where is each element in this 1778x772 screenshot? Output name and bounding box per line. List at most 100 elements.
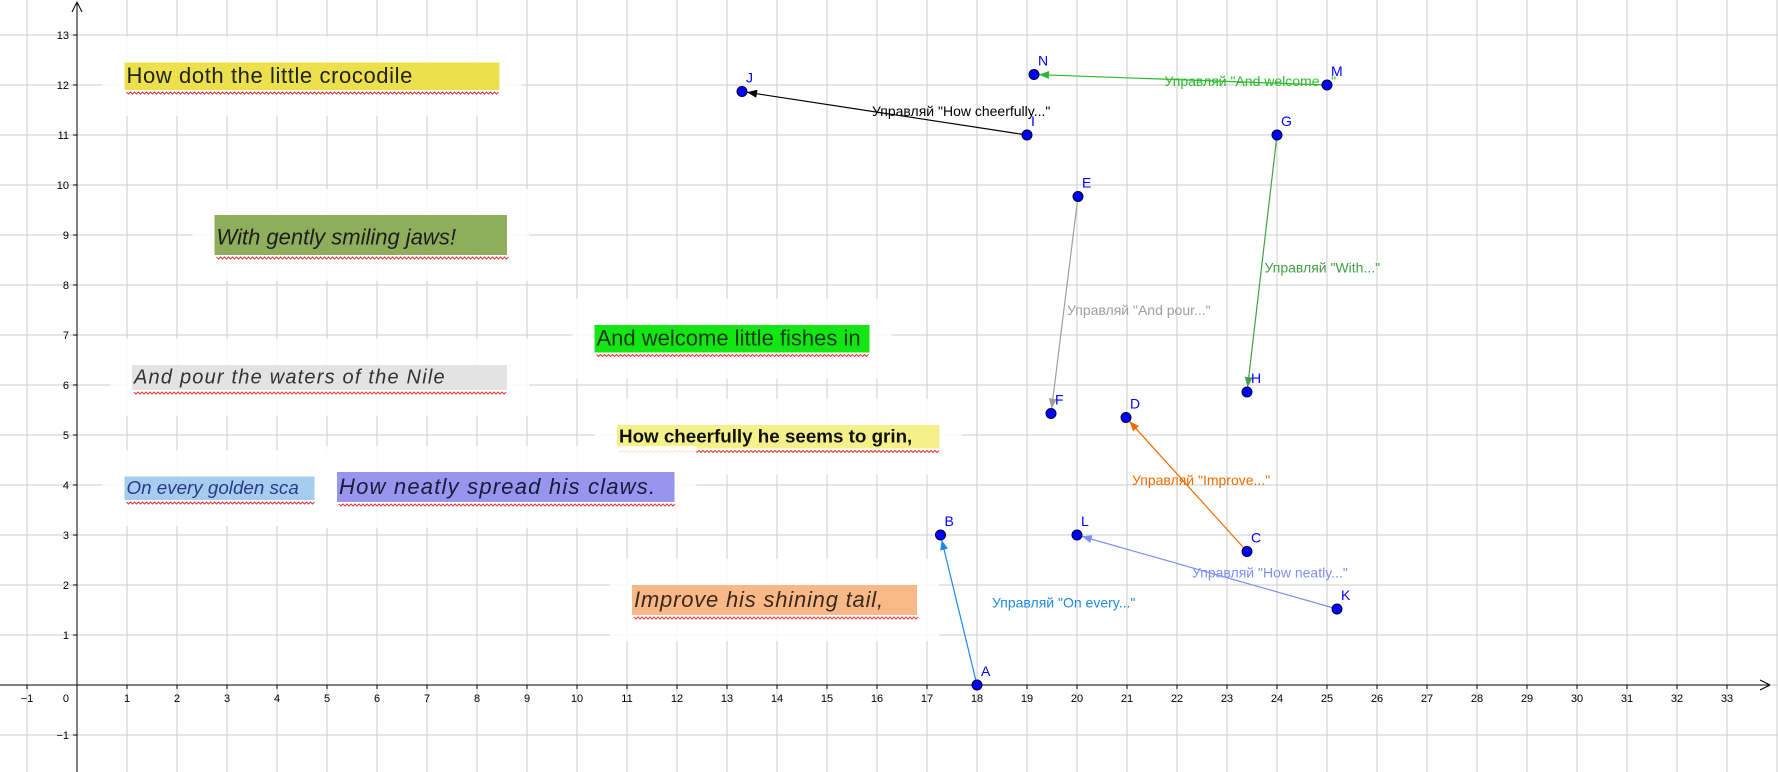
vector-arrowhead [1038, 71, 1050, 80]
y-tick-label: 4 [63, 480, 69, 492]
x-tick-label: 33 [1721, 693, 1733, 705]
x-tick-label: 18 [971, 693, 983, 705]
points-layer: A B C D E F G H I J K L M N [736, 53, 1351, 691]
point-marker[interactable] [1241, 546, 1253, 557]
x-tick-label: 17 [921, 693, 933, 705]
x-tick-label: −1 [21, 693, 34, 705]
x-tick-label: 13 [721, 693, 733, 705]
x-tick-label: 22 [1171, 693, 1183, 705]
y-tick-label: 6 [63, 380, 69, 392]
point-k[interactable]: K [1331, 587, 1351, 615]
x-tick-label: 16 [871, 693, 883, 705]
x-tick-label: 24 [1271, 693, 1283, 705]
point-f[interactable]: F [1045, 392, 1064, 419]
x-tick-label: 21 [1121, 693, 1133, 705]
vector-label: Управляй "And welcome..." [1165, 73, 1337, 89]
point-a[interactable]: A [971, 663, 991, 691]
y-tick-label: 7 [63, 330, 69, 342]
x-tick-label: 9 [524, 693, 530, 705]
x-tick-label: 31 [1621, 693, 1633, 705]
point-label: I [1031, 113, 1035, 129]
x-tick-label: 2 [174, 693, 180, 705]
point-n[interactable]: N [1028, 53, 1048, 80]
vector-line [1051, 196, 1079, 409]
point-g[interactable]: G [1271, 113, 1292, 141]
text-box-how-doth: How doth the little crocodile [102, 36, 522, 116]
point-i[interactable]: I [1021, 113, 1035, 141]
origin-label: 0 [63, 693, 69, 705]
vector-ij: Управляй "How cheerfully..." [746, 89, 1050, 136]
x-tick-label: 20 [1071, 693, 1083, 705]
point-marker[interactable] [1321, 79, 1333, 91]
text-box-how-cheerfully: How cheerfully he seems to grin, [595, 399, 962, 475]
point-j[interactable]: J [736, 70, 753, 97]
text-box-text: How neatly spread his claws. [339, 474, 656, 499]
vector-line [941, 539, 978, 686]
x-tick-label: 25 [1321, 693, 1333, 705]
point-d[interactable]: D [1120, 396, 1140, 423]
x-axis-arrow [1759, 679, 1771, 691]
y-tick-label: 8 [63, 280, 69, 292]
spellcheck-underline [216, 256, 509, 260]
vector-label: Управляй "Improve..." [1132, 472, 1270, 488]
x-tick-label: 10 [571, 693, 583, 705]
point-c[interactable]: C [1241, 530, 1261, 557]
point-b[interactable]: B [935, 513, 954, 541]
point-l[interactable]: L [1071, 513, 1089, 541]
x-tick-label: 23 [1221, 693, 1233, 705]
vector-label: Управляй "And pour..." [1067, 302, 1211, 318]
x-tick-label: 6 [374, 693, 380, 705]
x-tick-label: 27 [1421, 693, 1433, 705]
vectors-layer: Управляй "On every..." Управляй "Improve.… [746, 71, 1381, 686]
vector-arrowhead [940, 539, 948, 551]
point-marker[interactable] [1271, 129, 1283, 141]
x-tick-label: 8 [474, 693, 480, 705]
vector-line [1128, 420, 1248, 552]
point-marker[interactable] [1331, 603, 1343, 615]
point-marker[interactable] [1241, 386, 1253, 398]
vector-cd: Управляй "Improve..." [1128, 420, 1270, 552]
point-m[interactable]: M [1321, 63, 1343, 91]
point-label: B [945, 513, 954, 529]
text-box-text: With gently smiling jaws! [217, 225, 456, 250]
text-box-background [617, 425, 940, 449]
y-tick-label: 13 [57, 30, 69, 42]
x-tick-label: 14 [771, 693, 783, 705]
text-box-text: Improve his shining tail, [634, 587, 884, 612]
point-marker[interactable] [1120, 412, 1132, 423]
point-e[interactable]: E [1072, 175, 1091, 202]
point-marker[interactable] [1071, 529, 1083, 541]
text-box-text: How cheerfully he seems to grin, [619, 425, 912, 446]
text-box-with-gently: With gently smiling jaws! [192, 189, 529, 281]
vector-gh: Управляй "With..." [1244, 134, 1381, 388]
vector-ef: Управляй "And pour..." [1048, 196, 1211, 409]
text-boxes-layer: How doth the little crocodile With gently… [102, 36, 962, 641]
point-label: D [1130, 396, 1140, 412]
x-tick-label: 4 [274, 693, 280, 705]
point-marker[interactable] [1072, 191, 1084, 202]
spellcheck-underline [596, 353, 869, 358]
vector-label: Управляй "With..." [1265, 260, 1381, 276]
point-label: A [981, 663, 991, 679]
vector-label: Управляй "How cheerfully..." [872, 103, 1050, 119]
point-marker[interactable] [1045, 408, 1057, 419]
text-box-how-neatly: How neatly spread his claws. [315, 446, 697, 528]
y-tick-label: −1 [56, 730, 69, 742]
vector-kl: Управляй "How neatly..." [1081, 535, 1348, 610]
y-tick-label: 3 [63, 530, 69, 542]
point-marker[interactable] [1021, 129, 1033, 141]
point-marker[interactable] [971, 679, 983, 691]
text-box-background [124, 476, 315, 500]
spellcheck-underline [633, 616, 919, 620]
point-marker[interactable] [736, 86, 748, 97]
vector-label: Управляй "On every..." [992, 595, 1135, 611]
text-box-and-pour: And pour the waters of the Nile [110, 339, 529, 416]
point-h[interactable]: H [1241, 370, 1261, 398]
point-label: M [1331, 63, 1343, 79]
point-marker[interactable] [935, 529, 946, 541]
spellcheck-underline [338, 503, 676, 507]
x-tick-label: 32 [1671, 693, 1683, 705]
vector-line [1081, 535, 1338, 610]
point-marker[interactable] [1028, 69, 1040, 80]
